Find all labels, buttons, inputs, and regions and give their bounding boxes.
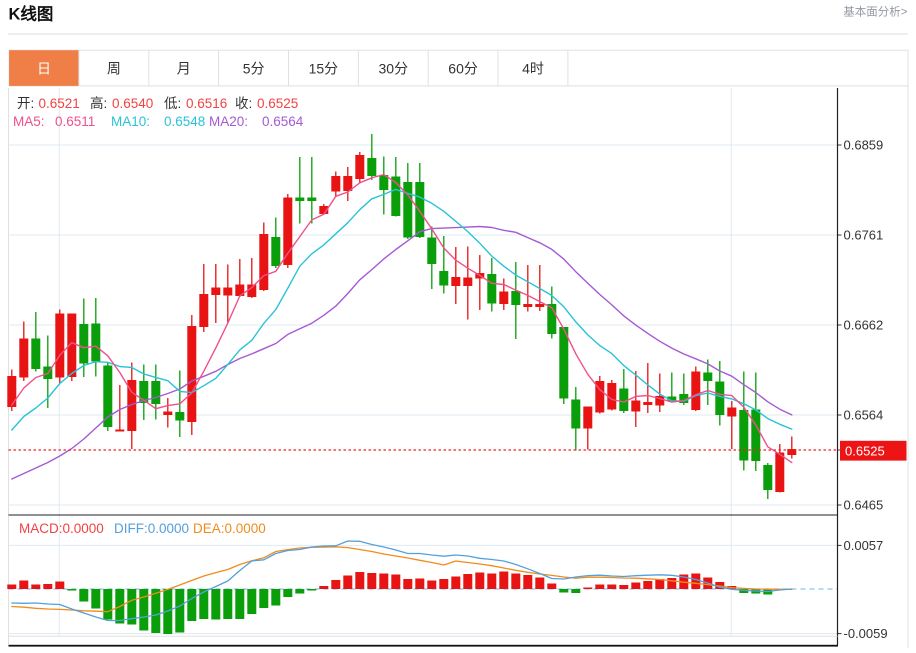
svg-text:0.6521: 0.6521 [39,96,80,111]
svg-text:DIFF:0.0000: DIFF:0.0000 [114,521,189,536]
svg-text:高:: 高: [90,95,107,111]
svg-text:开:: 开: [17,96,34,111]
svg-text:0.0057: 0.0057 [844,538,884,553]
svg-text:0.6761: 0.6761 [844,228,884,243]
svg-text:日: 日 [37,61,51,77]
svg-text:4时: 4时 [522,61,544,77]
svg-text:0.6548: 0.6548 [164,114,205,129]
svg-text:0.6564: 0.6564 [262,114,304,129]
svg-text:0.6525: 0.6525 [845,444,885,459]
svg-text:周: 周 [107,61,121,77]
svg-text:MA5:: MA5: [13,114,45,129]
svg-text:月: 月 [177,61,191,77]
svg-text:0.6662: 0.6662 [844,318,884,333]
svg-text:5分: 5分 [243,61,265,77]
svg-text:0.6525: 0.6525 [257,96,298,111]
svg-text:MACD:0.0000: MACD:0.0000 [19,521,104,536]
svg-text:DEA:0.0000: DEA:0.0000 [193,521,266,536]
svg-text:-0.0059: -0.0059 [844,626,888,641]
svg-text:MA10:: MA10: [111,114,150,129]
svg-text:0.6859: 0.6859 [844,138,884,153]
svg-text:0.6465: 0.6465 [844,498,884,513]
svg-text:基本面分析>: 基本面分析> [843,5,907,19]
svg-text:K线图: K线图 [9,4,54,24]
svg-text:0.6516: 0.6516 [186,96,227,111]
svg-text:收:: 收: [235,96,252,111]
svg-text:低:: 低: [164,96,181,111]
svg-text:30分: 30分 [379,61,409,77]
svg-text:60分: 60分 [448,61,478,77]
svg-text:0.6511: 0.6511 [55,114,95,129]
svg-text:0.6564: 0.6564 [844,408,884,423]
svg-text:0.6540: 0.6540 [112,96,153,111]
svg-text:MA20:: MA20: [209,114,248,129]
svg-text:15分: 15分 [309,61,339,77]
